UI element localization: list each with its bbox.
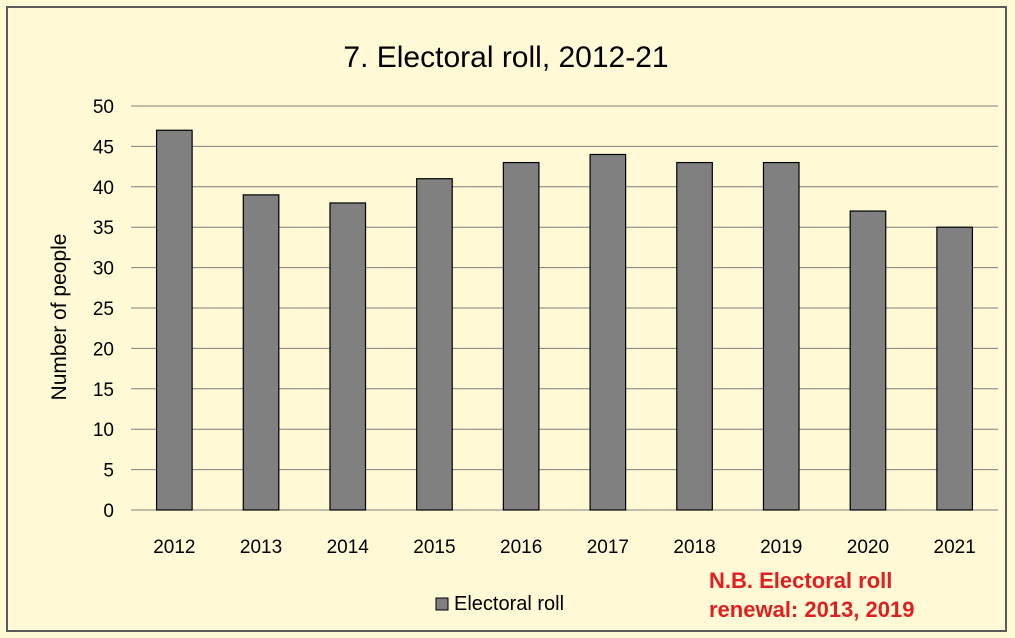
y-tick-labels: 0 5 10 15 20 25 30 35 40 45 50 bbox=[93, 97, 114, 522]
legend: Electoral roll bbox=[435, 593, 564, 615]
y-tick-label: 0 bbox=[103, 501, 114, 522]
bar-2018 bbox=[676, 161, 713, 511]
y-tick-label: 25 bbox=[93, 299, 114, 320]
bar-2014 bbox=[329, 202, 367, 511]
legend-label: Electoral roll bbox=[454, 593, 564, 615]
bar-2021 bbox=[936, 226, 974, 511]
bar-2019 bbox=[762, 161, 800, 511]
x-tick-label: 2013 bbox=[240, 537, 282, 558]
chart-svg: 7. Electoral roll, 2012-21 Number of peo… bbox=[48, 41, 998, 622]
bar-2013 bbox=[242, 194, 280, 511]
y-tick-label: 30 bbox=[93, 259, 114, 280]
x-tick-label: 2020 bbox=[847, 537, 889, 558]
x-tick-label: 2021 bbox=[934, 537, 976, 558]
x-tick-label: 2016 bbox=[500, 537, 542, 558]
x-tick-label: 2014 bbox=[327, 537, 370, 558]
x-tick-label: 2012 bbox=[153, 537, 195, 558]
renewal-note: N.B. Electoral roll renewal: 2013, 2019 bbox=[709, 568, 914, 622]
x-tick-label: 2015 bbox=[413, 537, 455, 558]
bar-2012 bbox=[155, 129, 193, 511]
x-tick-labels: 2012 2013 2014 2015 2016 2017 2018 2019 2020 2021 bbox=[153, 537, 976, 558]
x-tick-label: 2019 bbox=[760, 537, 802, 558]
y-tick-label: 45 bbox=[93, 137, 114, 158]
x-tick-label: 2017 bbox=[587, 537, 629, 558]
bar-2015 bbox=[416, 178, 453, 511]
y-tick-label: 50 bbox=[93, 97, 114, 118]
legend-swatch bbox=[435, 597, 449, 611]
renewal-note-line-2: renewal: 2013, 2019 bbox=[709, 597, 914, 622]
bar-2020 bbox=[849, 210, 887, 511]
bar-2017 bbox=[589, 153, 627, 511]
y-tick-label: 15 bbox=[93, 380, 114, 401]
bars bbox=[155, 129, 974, 511]
y-tick-label: 20 bbox=[93, 339, 114, 360]
renewal-note-line-1: N.B. Electoral roll bbox=[709, 568, 892, 593]
y-tick-label: 40 bbox=[93, 178, 114, 199]
x-tick-label: 2018 bbox=[673, 537, 715, 558]
y-tick-label: 5 bbox=[103, 461, 114, 482]
y-tick-label: 35 bbox=[93, 218, 114, 239]
y-tick-label: 10 bbox=[93, 420, 114, 441]
chart-title: 7. Electoral roll, 2012-21 bbox=[343, 41, 668, 74]
chart-frame: 7. Electoral roll, 2012-21 Number of peo… bbox=[6, 6, 1007, 632]
y-axis-label: Number of people bbox=[48, 234, 71, 401]
bar-2016 bbox=[502, 161, 540, 511]
